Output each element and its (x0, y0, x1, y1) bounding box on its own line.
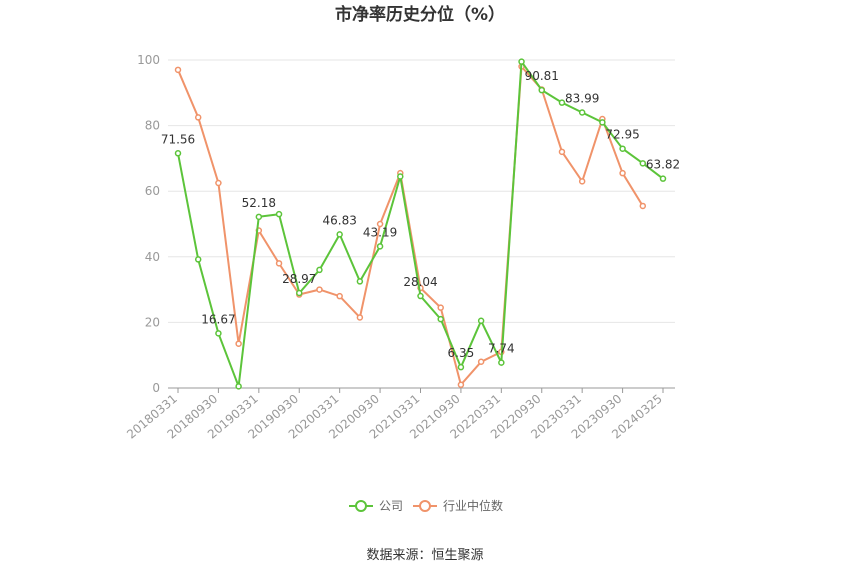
legend-item-industry-median[interactable]: 行业中位数 (413, 498, 503, 513)
data-label: 72.95 (605, 128, 639, 142)
data-point (235, 340, 242, 347)
data-label: 90.81 (525, 69, 559, 83)
chart-title: 市净率历史分位（%） (335, 4, 505, 25)
data-point (316, 286, 323, 293)
data-point (558, 148, 566, 156)
data-point (578, 178, 586, 185)
data-point (336, 231, 343, 238)
data-label: 71.56 (161, 132, 195, 146)
data-label: 52.18 (242, 196, 276, 210)
legend-swatch-marker (419, 500, 431, 512)
data-point (174, 66, 182, 74)
data-label: 7.74 (488, 342, 515, 356)
data-point (639, 202, 647, 210)
data-point (457, 363, 465, 371)
series-line (177, 64, 644, 387)
data-point (356, 278, 364, 285)
data-label: 63.82 (646, 158, 680, 172)
data-point (659, 175, 667, 182)
data-label: 28.97 (282, 272, 316, 286)
data-point (457, 381, 465, 388)
y-tick-label: 40 (145, 250, 160, 264)
data-point (336, 292, 343, 300)
legend-item-company[interactable]: 公司 (349, 499, 403, 513)
data-point (194, 114, 202, 121)
data-point (397, 173, 404, 180)
data-point (275, 260, 283, 267)
data-point (296, 289, 303, 297)
legend-label-company: 公司 (379, 499, 403, 513)
data-label: 83.99 (565, 92, 599, 106)
data-point (356, 314, 364, 321)
y-tick-label: 100 (137, 53, 160, 67)
series-lines (174, 58, 667, 390)
data-point (518, 58, 525, 65)
legend-swatch-marker (355, 500, 367, 512)
data-point (578, 109, 586, 116)
data-label: 6.35 (448, 346, 475, 360)
data-label: 43.19 (363, 225, 397, 239)
data-point (558, 99, 566, 106)
data-point (255, 213, 263, 221)
data-point (639, 160, 647, 167)
data-label: 46.83 (322, 213, 356, 227)
data-point (215, 179, 222, 187)
data-label: 16.67 (201, 312, 235, 326)
data-point (174, 150, 182, 157)
series-line (177, 58, 664, 387)
data-point (477, 358, 485, 366)
data-point (376, 243, 384, 250)
data-point (437, 304, 444, 311)
y-tick-label: 20 (145, 315, 160, 329)
data-point (599, 119, 606, 126)
y-tick-label: 60 (145, 184, 160, 198)
data-point (477, 317, 485, 325)
data-point (498, 359, 505, 366)
data-labels: 71.56 16.67 52.18 28.97 46.83 43.19 28.04 6.35 7… (161, 69, 680, 360)
data-label: 28.04 (403, 275, 437, 289)
data-point (275, 210, 283, 218)
data-source: 数据来源：恒生聚源 (366, 548, 483, 563)
data-point (376, 220, 384, 228)
data-point (538, 86, 545, 94)
data-point (215, 330, 222, 337)
data-point (619, 145, 626, 152)
data-point (235, 383, 242, 390)
data-point (194, 256, 202, 263)
data-point (417, 292, 424, 300)
series-industry-median (174, 63, 647, 388)
grid-lines (168, 59, 675, 323)
legend[interactable]: 公司 行业中位数 (349, 498, 503, 513)
y-tick-label: 0 (152, 381, 160, 395)
legend-label-industry-median: 行业中位数 (443, 498, 503, 513)
data-point (619, 169, 626, 177)
axes: 0204060801002018033120180930201903312019… (124, 53, 675, 442)
series-company (174, 58, 667, 390)
data-point (316, 266, 323, 274)
y-tick-label: 80 (145, 119, 160, 133)
data-point (437, 315, 444, 323)
